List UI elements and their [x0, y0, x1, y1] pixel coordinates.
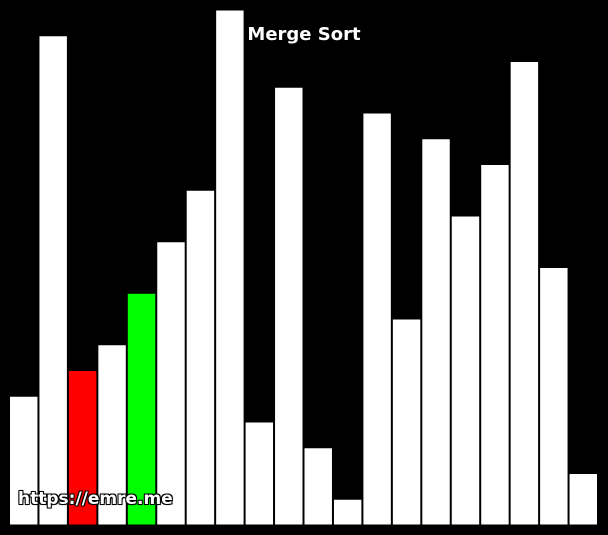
- array-bar: [568, 473, 598, 526]
- array-bar: [539, 267, 569, 526]
- array-bar: [332, 498, 363, 526]
- array-bar: [303, 447, 333, 526]
- array-bar: [38, 35, 68, 526]
- array-bar: [450, 215, 481, 526]
- array-bar: [362, 112, 392, 526]
- array-bar: [421, 138, 451, 526]
- watermark-text: https://emre.me: [18, 489, 173, 509]
- array-bar: [480, 164, 510, 526]
- array-bar: [67, 370, 98, 526]
- array-bar: [126, 292, 157, 526]
- array-bar: [97, 344, 127, 526]
- array-bar: [215, 9, 245, 526]
- array-bar: [9, 395, 39, 526]
- algorithm-title: Merge Sort: [247, 24, 361, 45]
- array-bar: [244, 421, 275, 526]
- array-bar: [156, 241, 186, 526]
- array-bar: [185, 189, 216, 526]
- array-bar: [391, 318, 422, 526]
- array-bar: [509, 61, 540, 526]
- array-bar: [274, 86, 304, 526]
